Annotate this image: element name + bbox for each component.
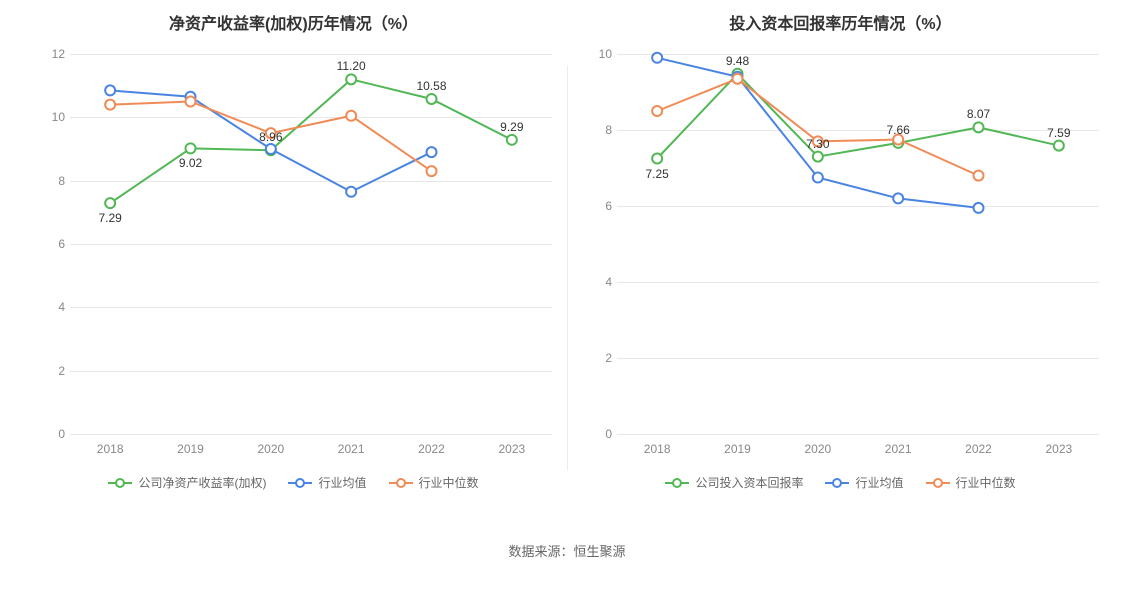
plot-area-left: 0246810122018201920202021202220237.299.0… <box>25 54 562 434</box>
series-marker <box>186 97 196 107</box>
series-marker <box>974 171 984 181</box>
legend-label: 公司投入资本回报率 <box>695 474 803 491</box>
legend-label: 公司净资产收益率(加权) <box>138 474 266 491</box>
chart-svg <box>70 54 552 434</box>
y-axis-tick: 6 <box>25 237 65 251</box>
series-marker <box>427 147 437 157</box>
chart-panel-left: 净资产收益率(加权)历年情况（%） 0 2 4 6 8 10 12 2018 2019 2020 2… <box>25 10 562 491</box>
data-point-label: 8.07 <box>967 107 990 121</box>
x-axis-tick: 2021 <box>885 442 912 456</box>
series-marker <box>186 143 196 153</box>
data-point-label: 10.58 <box>416 79 446 93</box>
legend-item: 公司投入资本回报率 <box>665 474 803 491</box>
y-axis-tick: 0 <box>572 427 612 441</box>
data-point-label: 11.20 <box>337 59 366 73</box>
y-axis-tick: 10 <box>572 47 612 61</box>
series-line <box>110 79 512 203</box>
series-marker <box>105 198 115 208</box>
y-axis-tick: 2 <box>572 351 612 365</box>
series-marker <box>427 166 437 176</box>
data-point-label: 9.48 <box>726 54 749 68</box>
data-point-label: 8.96 <box>259 130 282 144</box>
series-marker <box>507 135 517 145</box>
x-axis-tick: 2022 <box>965 442 992 456</box>
legend-label: 行业中位数 <box>956 474 1016 491</box>
series-marker <box>652 154 662 164</box>
data-point-label: 9.29 <box>500 120 523 134</box>
chart-svg <box>617 54 1099 434</box>
charts-row: 净资产收益率(加权)历年情况（%） 0246810122018201920202… <box>25 10 1109 491</box>
y-axis-tick: 12 <box>25 47 65 61</box>
series-marker <box>427 94 437 104</box>
legend-marker-icon <box>288 478 312 488</box>
x-axis-tick: 2023 <box>1045 442 1072 456</box>
x-axis-tick: 2018 <box>97 442 124 456</box>
series-line <box>657 58 978 208</box>
legend-label: 行业中位数 <box>419 474 479 491</box>
x-axis-tick: 2019 <box>724 442 751 456</box>
legend-label: 行业均值 <box>855 474 903 491</box>
data-point-label: 9.02 <box>179 156 202 170</box>
data-point-label: 7.59 <box>1047 126 1070 140</box>
legend-item: 行业均值 <box>288 474 366 491</box>
y-axis-tick: 8 <box>25 174 65 188</box>
series-marker <box>1054 141 1064 151</box>
x-axis-tick: 2023 <box>498 442 525 456</box>
legend-label: 行业均值 <box>318 474 366 491</box>
legend-marker-icon <box>108 478 132 488</box>
legend-item: 公司净资产收益率(加权) <box>108 474 266 491</box>
x-axis-tick: 2022 <box>418 442 445 456</box>
series-marker <box>652 106 662 116</box>
panel-divider <box>567 65 568 471</box>
data-point-label: 7.25 <box>645 167 668 181</box>
series-marker <box>266 144 276 154</box>
legend-left: 公司净资产收益率(加权) 行业均值 行业中位数 <box>25 474 562 491</box>
legend-right: 公司投入资本回报率 行业均值 行业中位数 <box>572 474 1109 491</box>
y-axis-tick: 0 <box>25 427 65 441</box>
series-marker <box>974 203 984 213</box>
y-axis-tick: 4 <box>572 275 612 289</box>
legend-marker-icon <box>926 478 950 488</box>
x-axis-tick: 2021 <box>338 442 365 456</box>
y-axis-tick: 4 <box>25 300 65 314</box>
legend-marker-icon <box>389 478 413 488</box>
x-axis-tick: 2020 <box>804 442 831 456</box>
legend-item: 行业中位数 <box>389 474 479 491</box>
y-axis-tick: 2 <box>25 364 65 378</box>
series-marker <box>346 111 356 121</box>
series-marker <box>105 100 115 110</box>
series-marker <box>813 152 823 162</box>
chart-title-right: 投入资本回报率历年情况（%） <box>572 10 1109 34</box>
chart-panel-right: 投入资本回报率历年情况（%） 0 2 4 6 8 10 2018 2019 2020 2021 20… <box>572 10 1109 491</box>
grid-line <box>70 434 552 435</box>
x-axis-tick: 2020 <box>257 442 284 456</box>
x-axis-tick: 2019 <box>177 442 204 456</box>
series-marker <box>346 74 356 84</box>
legend-item: 行业均值 <box>825 474 903 491</box>
data-point-label: 7.30 <box>806 137 829 151</box>
series-marker <box>105 85 115 95</box>
plot-area-right: 02468102018201920202021202220237.259.487… <box>572 54 1109 434</box>
series-marker <box>813 173 823 183</box>
data-point-label: 7.66 <box>886 123 909 137</box>
y-axis-tick: 6 <box>572 199 612 213</box>
legend-marker-icon <box>665 478 689 488</box>
series-marker <box>652 53 662 63</box>
series-marker <box>733 74 743 84</box>
data-point-label: 7.29 <box>98 211 121 225</box>
x-axis-tick: 2018 <box>644 442 671 456</box>
legend-item: 行业中位数 <box>926 474 1016 491</box>
y-axis-tick: 8 <box>572 123 612 137</box>
chart-title-left: 净资产收益率(加权)历年情况（%） <box>25 10 562 34</box>
series-marker <box>974 122 984 132</box>
legend-marker-icon <box>825 478 849 488</box>
grid-line <box>617 434 1099 435</box>
series-marker <box>346 187 356 197</box>
y-axis-tick: 10 <box>25 110 65 124</box>
data-source-label: 数据来源：恒生聚源 <box>25 541 1109 560</box>
series-marker <box>893 193 903 203</box>
